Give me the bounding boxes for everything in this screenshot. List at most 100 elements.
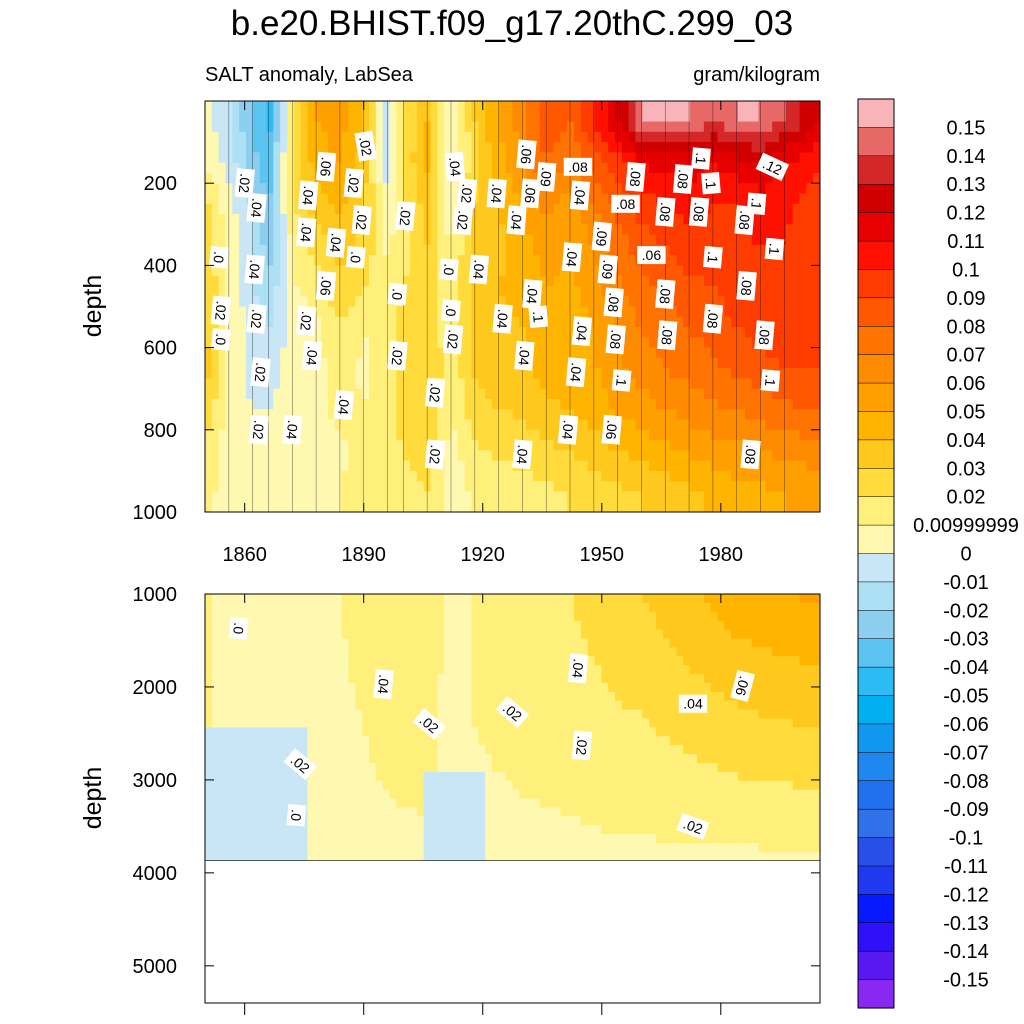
upper-heatmap-cell	[225, 285, 233, 297]
lower-heatmap-cell	[321, 647, 329, 657]
upper-heatmap-cell	[539, 429, 548, 441]
lower-heatmap-cell	[225, 745, 233, 755]
upper-heatmap-cell	[731, 214, 739, 225]
lower-heatmap-cell	[423, 825, 432, 835]
contour-label-box	[522, 279, 543, 310]
upper-heatmap-cell	[273, 131, 281, 143]
upper-heatmap-cell	[799, 224, 807, 236]
upper-heatmap-cell	[478, 398, 486, 410]
upper-heatmap-cell	[464, 101, 473, 112]
upper-heatmap-cell	[731, 481, 739, 493]
upper-heatmap-cell	[287, 491, 295, 503]
lower-heatmap-cell	[334, 629, 343, 640]
lower-heatmap-cell	[293, 718, 302, 728]
upper-heatmap-cell	[498, 224, 507, 236]
upper-heatmap-cell	[580, 501, 589, 512]
lower-heatmap-cell	[430, 647, 438, 657]
lower-heatmap-cell	[355, 691, 363, 702]
lower-heatmap-cell	[355, 807, 363, 817]
upper-heatmap-cell	[211, 172, 220, 184]
lower-heatmap-cell	[273, 718, 281, 728]
lower-heatmap-cell	[293, 789, 302, 800]
upper-heatmap-cell	[492, 327, 500, 338]
upper-heatmap-cell	[232, 378, 240, 390]
upper-heatmap-cell	[635, 460, 643, 472]
lower-heatmap-cell	[348, 762, 356, 773]
lower-heatmap-cell	[355, 825, 363, 835]
upper-heatmap-cell	[676, 203, 684, 215]
lower-heatmap-cell	[321, 665, 329, 675]
upper-heatmap-cell	[799, 111, 807, 123]
upper-heatmap-cell	[382, 357, 391, 369]
upper-heatmap-cell	[806, 470, 814, 482]
upper-heatmap-cell	[382, 481, 391, 493]
upper-heatmap-cell	[457, 234, 466, 246]
upper-heatmap-cell	[539, 224, 548, 236]
lower-heatmap-cell	[218, 798, 227, 809]
upper-heatmap-cell	[266, 152, 274, 164]
lower-heatmap-cell	[444, 700, 452, 711]
lower-heatmap-cell	[321, 709, 329, 720]
lower-heatmap-cell	[430, 691, 438, 702]
lower-heatmap-cell	[348, 807, 356, 817]
upper-heatmap-cell	[567, 398, 575, 410]
lower-heatmap-cell	[225, 594, 233, 604]
upper-heatmap-cell	[669, 419, 678, 431]
upper-heatmap-cell	[792, 255, 801, 266]
upper-heatmap-cell	[628, 378, 637, 390]
upper-heatmap-cell	[382, 470, 391, 482]
lower-heatmap-cell	[328, 700, 336, 711]
contour-label-text: .02	[444, 329, 462, 350]
upper-heatmap-cell	[498, 296, 507, 308]
lower-heatmap-cell	[410, 709, 418, 720]
upper-heatmap-cell	[526, 368, 534, 380]
lower-heatmap-cell	[410, 602, 418, 613]
upper-heatmap-cell	[287, 347, 295, 359]
contour-label: .04	[565, 357, 587, 388]
upper-heatmap-cell	[683, 491, 691, 503]
lower-heatmap-cell	[375, 780, 384, 791]
upper-heatmap-cell	[382, 306, 391, 318]
upper-heatmap-cell	[642, 296, 650, 308]
lower-heatmap-cell	[280, 816, 288, 826]
lower-heatmap-cell	[403, 825, 411, 835]
contour-label-box	[528, 305, 549, 329]
upper-heatmap-cell	[553, 501, 561, 512]
upper-heatmap-cell	[362, 388, 370, 400]
upper-heatmap-cell	[232, 409, 240, 421]
upper-heatmap-cell	[246, 347, 254, 359]
lower-heatmap-cell	[239, 656, 247, 666]
upper-heatmap-cell	[546, 101, 555, 112]
contour-label-text: .08	[756, 325, 774, 346]
upper-heatmap-cell	[683, 275, 691, 287]
lower-heatmap-cell	[205, 727, 213, 737]
upper-heatmap-cell	[567, 121, 575, 133]
upper-heatmap-cell	[635, 378, 643, 390]
upper-heatmap-cell	[717, 357, 725, 369]
upper-heatmap-cell	[710, 142, 719, 153]
upper-heatmap-cell	[328, 398, 336, 410]
lower-heatmap-cell	[246, 851, 254, 861]
lower-heatmap-cell	[328, 851, 336, 861]
upper-heatmap-cell	[594, 388, 602, 400]
upper-heatmap-cell	[567, 316, 575, 328]
lower-heatmap-cell	[396, 851, 404, 861]
x-tick-label: 1890	[341, 544, 386, 566]
upper-heatmap-cell	[567, 296, 575, 308]
upper-heatmap-cell	[703, 398, 712, 410]
upper-heatmap-cell	[218, 398, 227, 410]
upper-heatmap-cell	[382, 101, 391, 112]
upper-heatmap-cell	[430, 224, 438, 236]
upper-heatmap-cell	[662, 357, 671, 369]
upper-heatmap-cell	[464, 234, 473, 246]
lower-heatmap-cell	[334, 825, 343, 835]
lower-heatmap-cell	[211, 620, 220, 631]
upper-heatmap-cell	[403, 162, 411, 174]
lower-heatmap-cell	[232, 789, 240, 800]
upper-heatmap-cell	[656, 306, 664, 318]
lower-heatmap-cell	[266, 691, 274, 702]
lower-heatmap-cell	[341, 727, 350, 737]
upper-heatmap-cell	[403, 152, 411, 164]
upper-heatmap-cell	[328, 481, 336, 493]
upper-heatmap-cell	[389, 398, 397, 410]
